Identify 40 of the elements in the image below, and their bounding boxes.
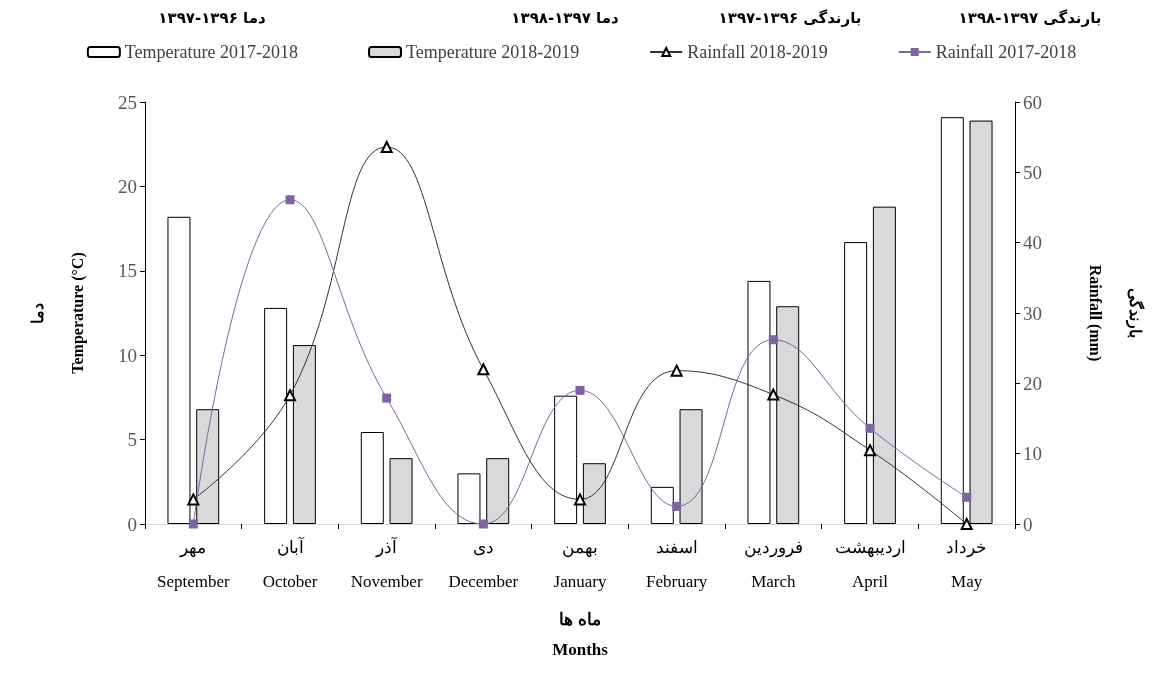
y2-tick-label: 50: [1023, 161, 1042, 183]
point: [285, 195, 295, 205]
y-tick-label: 20: [118, 175, 137, 197]
point: [382, 393, 392, 403]
bar: [360, 432, 384, 524]
y-tick-label: 15: [118, 260, 137, 282]
point: [767, 388, 780, 401]
legend-label: Rainfall 2018-2019: [687, 42, 828, 62]
bar: [457, 473, 481, 524]
y-tick-label: 10: [118, 344, 137, 366]
y-tick-label: 5: [127, 429, 137, 451]
y-tick-label: 25: [118, 91, 137, 113]
point: [672, 501, 682, 511]
text: دما ۱۳۹۷-۱۳۹۸: [511, 8, 619, 27]
point: [670, 364, 683, 377]
point: [574, 493, 586, 506]
y2-tick-label: 10: [1023, 443, 1042, 465]
point: [477, 363, 490, 376]
y2-tick-label: 40: [1023, 232, 1042, 254]
point: [478, 519, 488, 529]
legend-label: Temperature 2017-2018: [124, 42, 299, 62]
point: [284, 389, 296, 402]
point: [864, 444, 876, 457]
bar: [650, 486, 674, 524]
legend-label: Temperature 2018-2019: [406, 42, 580, 62]
y2-tick-label: 30: [1023, 302, 1042, 324]
text: دما ۱۳۹۶-۱۳۹۷: [158, 8, 266, 27]
y2-tick-label: 0: [1023, 513, 1033, 535]
text: بارندگی ۱۳۹۶-۱۳۹۷: [718, 8, 862, 27]
point: [187, 493, 200, 506]
legend-label: Rainfall 2017-2018: [935, 42, 1077, 62]
point: [575, 385, 585, 395]
text: بارندگی ۱۳۹۷-۱۳۹۸: [958, 8, 1102, 27]
y-tick-label: 0: [127, 513, 137, 535]
y2-tick-label: 20: [1023, 372, 1042, 394]
point: [768, 335, 778, 345]
point: [865, 423, 875, 433]
point: [188, 519, 198, 529]
y2-tick-label: 60: [1023, 91, 1042, 113]
point: [962, 492, 972, 502]
